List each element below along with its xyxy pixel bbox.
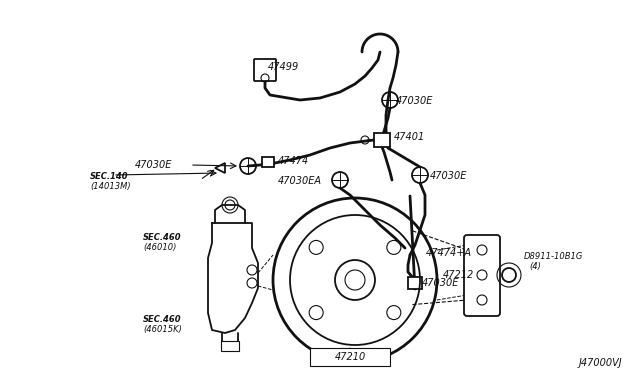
Text: 47210: 47210 [334,352,365,362]
FancyBboxPatch shape [262,157,274,167]
Text: 47030E: 47030E [422,278,460,288]
Text: 47030E: 47030E [396,96,433,106]
FancyBboxPatch shape [464,235,500,316]
Text: J47000VJ: J47000VJ [579,358,622,368]
Text: 47474+A: 47474+A [426,248,472,258]
FancyBboxPatch shape [221,341,239,351]
Text: (14013M): (14013M) [90,182,131,191]
FancyBboxPatch shape [254,59,276,81]
Polygon shape [215,163,225,173]
Text: 47030E: 47030E [430,171,467,181]
Text: 47212: 47212 [443,270,474,280]
FancyBboxPatch shape [408,277,422,289]
Text: 47401: 47401 [394,132,425,142]
Text: 47030EA: 47030EA [278,176,322,186]
Text: SEC.460: SEC.460 [143,233,182,242]
Text: SEC.460: SEC.460 [143,315,182,324]
Text: (4): (4) [529,262,541,271]
FancyBboxPatch shape [374,133,390,147]
Text: 47474: 47474 [278,156,309,166]
FancyBboxPatch shape [310,348,390,366]
Text: 47030E: 47030E [135,160,172,170]
Text: 47499: 47499 [268,62,300,72]
Text: (46015K): (46015K) [143,325,182,334]
Text: SEC.140: SEC.140 [90,172,129,181]
Text: (46010): (46010) [143,243,177,252]
Text: D8911-10B1G: D8911-10B1G [524,252,584,261]
